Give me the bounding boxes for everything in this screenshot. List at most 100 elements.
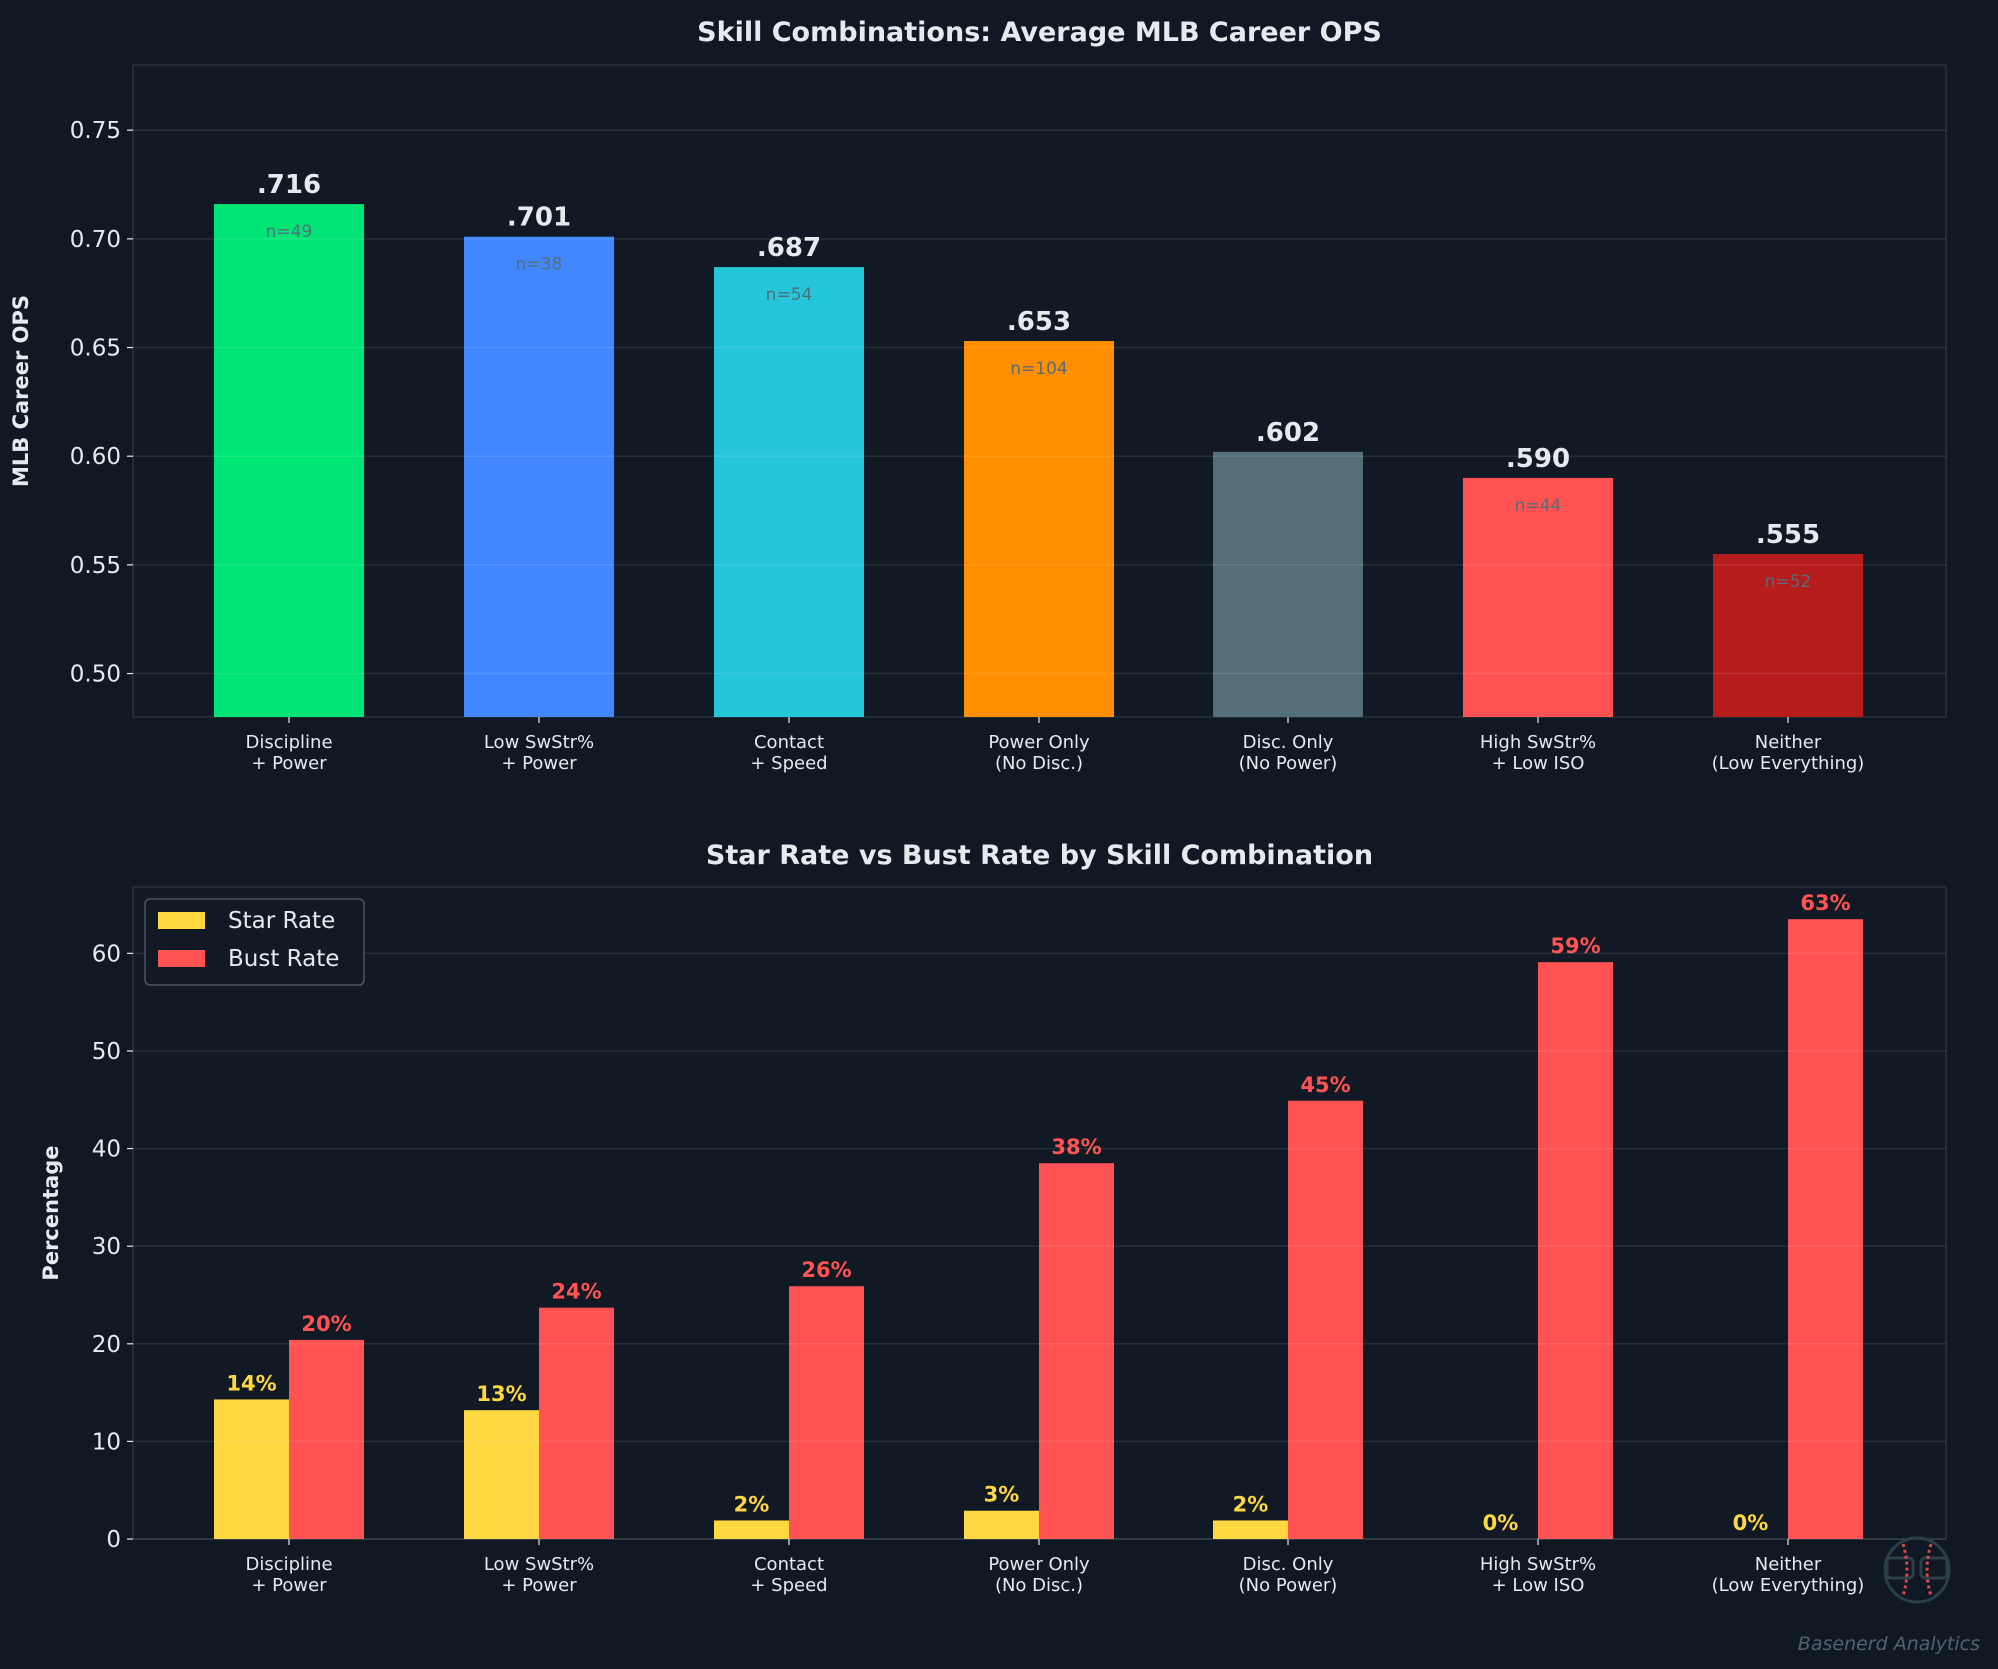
- ops-value-label: .687: [757, 233, 821, 263]
- x-tick-label: Low SwStr% + Power: [484, 1554, 594, 1596]
- sample-size-label: n=44: [1515, 496, 1562, 516]
- y-tick-label: 20: [92, 1332, 121, 1358]
- ops-value-label: .701: [507, 203, 571, 233]
- ops-value-label: .590: [1506, 444, 1570, 474]
- sample-size-label: n=104: [1010, 359, 1067, 379]
- x-tick-label-line: High SwStr%: [1480, 732, 1596, 753]
- x-tick-label: Power Only (No Disc.): [988, 1554, 1090, 1596]
- y-tick-label: 30: [92, 1234, 121, 1260]
- x-tick-label: Discipline + Power: [245, 732, 332, 774]
- bust-rate-bar: [1538, 962, 1613, 1539]
- y-tick-label: 0: [106, 1527, 121, 1553]
- legend-label: Star Rate: [228, 908, 335, 934]
- x-tick-label: High SwStr% + Low ISO: [1480, 1554, 1596, 1596]
- x-tick-label: Neither (Low Everything): [1712, 732, 1865, 774]
- x-tick-label-line: Neither: [1755, 732, 1822, 753]
- ops-value-label: .555: [1756, 520, 1820, 550]
- y-tick-label: 40: [92, 1137, 121, 1163]
- x-tick-label-line: Disc. Only: [1243, 1554, 1334, 1575]
- ops-bar: [1213, 451, 1363, 717]
- y-tick-label: 0.65: [70, 336, 121, 362]
- x-tick-label-line: Power Only: [988, 732, 1090, 753]
- x-tick-label: Disc. Only (No Power): [1239, 1554, 1338, 1596]
- y-tick-label: 60: [92, 941, 121, 967]
- x-tick-label-line: Discipline: [245, 1554, 332, 1575]
- chart-title: Star Rate vs Bust Rate by Skill Combinat…: [706, 840, 1373, 871]
- star-rate-bar: [1213, 1520, 1288, 1539]
- ops-bar: [964, 341, 1114, 717]
- x-tick-label-line: High SwStr%: [1480, 1554, 1596, 1575]
- bust-rate-bar: [289, 1339, 364, 1539]
- x-tick-label-line: Contact: [754, 732, 824, 753]
- star-rate-label: 2%: [734, 1492, 770, 1516]
- legend-swatch: [158, 912, 205, 929]
- x-tick-label-line: + Low ISO: [1492, 753, 1585, 774]
- bust-rate-label: 26%: [801, 1258, 851, 1282]
- x-tick-label-line: Neither: [1755, 1554, 1822, 1575]
- star-rate-bar: [714, 1520, 789, 1539]
- ops-bar: [464, 236, 614, 717]
- x-tick-label-line: + Power: [251, 1575, 327, 1596]
- x-tick-label-line: (No Disc.): [995, 753, 1083, 774]
- x-tick-label-line: (Low Everything): [1712, 753, 1865, 774]
- star-rate-label: 14%: [226, 1371, 276, 1395]
- y-tick-label: 50: [92, 1039, 121, 1065]
- y-tick-label: 0.60: [70, 444, 121, 470]
- bust-rate-bar: [539, 1307, 614, 1539]
- bust-rate-label: 38%: [1051, 1135, 1101, 1159]
- bust-rate-label: 20%: [301, 1312, 351, 1336]
- star-rate-label: 0%: [1733, 1511, 1769, 1535]
- legend-swatch: [158, 950, 205, 967]
- sample-size-label: n=54: [766, 285, 813, 305]
- x-tick-label-line: + Power: [251, 753, 327, 774]
- x-tick-label: Neither (Low Everything): [1712, 1554, 1865, 1596]
- star-rate-bar: [464, 1410, 539, 1539]
- sample-size-label: n=38: [516, 255, 563, 275]
- y-tick-label: 0.50: [70, 662, 121, 688]
- ops-chart: Skill Combinations: Average MLB Career O…: [9, 17, 1947, 774]
- x-tick-label: Low SwStr% + Power: [484, 732, 594, 774]
- x-tick-label-line: (No Power): [1239, 1575, 1338, 1596]
- y-tick-label: 0.55: [70, 553, 121, 579]
- legend-label: Bust Rate: [228, 946, 339, 972]
- x-tick-label-line: Disc. Only: [1243, 732, 1334, 753]
- x-tick-label-line: (No Power): [1239, 753, 1338, 774]
- bust-rate-bar: [789, 1286, 864, 1539]
- y-tick-label: 0.75: [70, 118, 121, 144]
- ops-value-label: .716: [257, 170, 321, 200]
- legend: Star Rate Bust Rate: [144, 898, 365, 986]
- ops-bar: [714, 267, 864, 717]
- x-tick-label: Power Only (No Disc.): [988, 732, 1090, 774]
- x-tick-label-line: + Power: [501, 753, 577, 774]
- bust-rate-bar: [1039, 1163, 1114, 1539]
- ops-bar: [214, 204, 364, 718]
- chart-title: Skill Combinations: Average MLB Career O…: [697, 17, 1382, 48]
- ops-bar: [1463, 477, 1613, 717]
- star-rate-bar: [964, 1510, 1039, 1539]
- ops-bar: [1713, 554, 1863, 717]
- star-bust-chart: Star Rate vs Bust Rate by Skill Combinat…: [39, 840, 1947, 1596]
- x-tick-label: Contact + Speed: [750, 732, 827, 774]
- sample-size-label: n=52: [1765, 572, 1812, 592]
- bust-rate-label: 63%: [1800, 891, 1850, 915]
- x-tick-label-line: Low SwStr%: [484, 1554, 594, 1575]
- x-tick-label-line: Power Only: [988, 1554, 1090, 1575]
- ops-value-label: .653: [1007, 307, 1071, 337]
- x-tick-label-line: Discipline: [245, 732, 332, 753]
- x-tick-label-line: Low SwStr%: [484, 732, 594, 753]
- star-rate-label: 13%: [476, 1382, 526, 1406]
- x-tick-label: High SwStr% + Low ISO: [1480, 732, 1596, 774]
- y-axis-label: Percentage: [39, 1145, 63, 1280]
- star-rate-label: 0%: [1483, 1511, 1519, 1535]
- star-rate-label: 2%: [1233, 1492, 1269, 1516]
- bust-rate-bar: [1288, 1100, 1363, 1539]
- x-tick-label-line: + Power: [501, 1575, 577, 1596]
- star-rate-bar: [214, 1399, 289, 1539]
- y-tick-label: 0.70: [70, 227, 121, 253]
- x-tick-label: Contact + Speed: [750, 1554, 827, 1596]
- sample-size-label: n=49: [266, 222, 313, 242]
- ops-value-label: .602: [1256, 418, 1320, 448]
- watermark: Basenerd Analytics: [1798, 1633, 1980, 1655]
- x-tick-label-line: Contact: [754, 1554, 824, 1575]
